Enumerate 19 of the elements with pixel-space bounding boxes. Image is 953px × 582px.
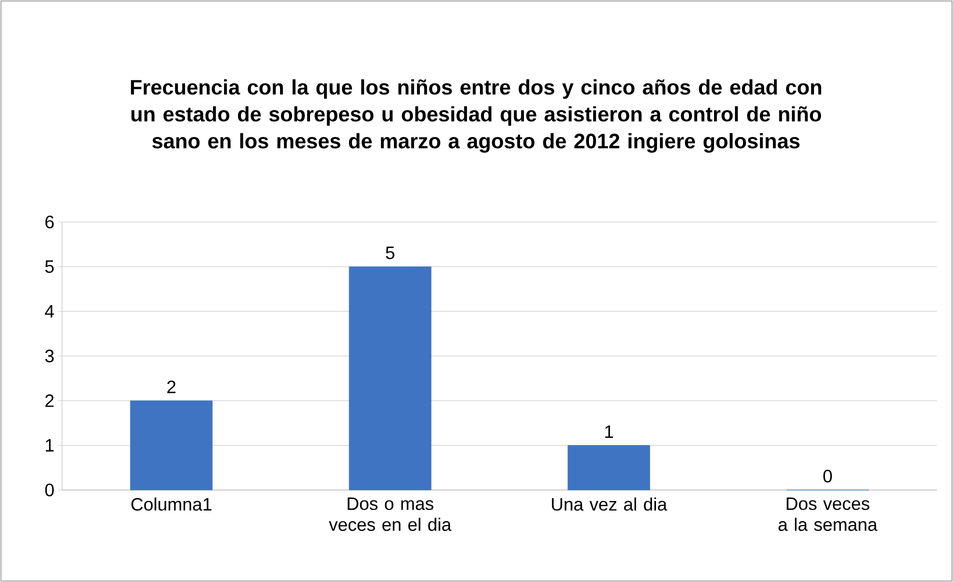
x-tick-label: Una vez al dia [552, 498, 668, 511]
data-label: 1 [605, 425, 613, 438]
y-tick-label: 4 [44, 305, 54, 318]
bar [568, 445, 650, 490]
x-tick-label: Columna1 [131, 498, 212, 511]
y-tick-label: 1 [46, 439, 54, 452]
y-tick-label: 5 [45, 260, 54, 273]
bar [348, 266, 432, 490]
y-tick-label: 2 [45, 394, 54, 407]
bar [130, 400, 213, 490]
data-label: 2 [167, 380, 176, 394]
x-tick-label: Dos o mas veces en el dia [328, 498, 452, 531]
y-tick-label: 0 [45, 484, 54, 496]
data-label: 0 [823, 470, 832, 482]
x-tick-label: Dos veces a la semana [778, 498, 878, 531]
data-label: 5 [386, 246, 394, 260]
y-tick-label: 6 [45, 216, 54, 228]
y-tick-label: 3 [45, 350, 54, 362]
chart-title: Frecuencia con la que los niños entre dos y cinco años de edad con un estado de sobrepeso u obesidad que asistieron a control de niño sano en los meses de marzo a agosto de 2012 ingiere golosinas [130, 79, 822, 153]
